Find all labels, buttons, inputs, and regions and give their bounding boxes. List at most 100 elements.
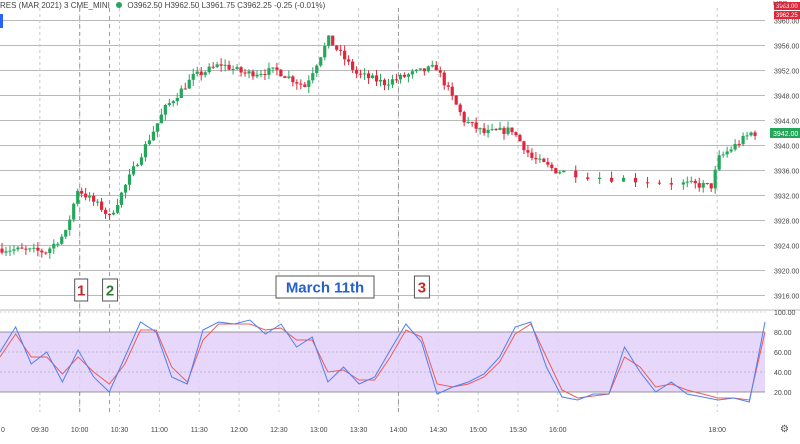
symbol-badge — [0, 14, 3, 28]
candle-body — [243, 72, 247, 74]
time-axis: 09:30 10:00 10:30 11:00 11:30 12:00 12:30 13:00… — [1, 427, 726, 434]
candle-body — [633, 177, 638, 183]
time-tick-label: 13:00 — [310, 427, 328, 434]
candle-body — [147, 140, 152, 145]
candle-body — [586, 177, 590, 179]
candle-body — [745, 135, 749, 137]
candle-body — [287, 76, 291, 78]
candle-body — [550, 164, 554, 169]
last-price-badge — [770, 128, 800, 138]
stoch-tick-label: 60.00 — [774, 350, 792, 357]
candle-body — [729, 149, 733, 152]
interval: 3 — [64, 1, 69, 10]
candle-body — [645, 182, 650, 184]
candle-body — [135, 164, 140, 167]
candle-body — [295, 82, 299, 84]
candles — [0, 35, 757, 259]
candle-body — [506, 127, 510, 134]
candle-body — [60, 236, 64, 244]
candle-body — [123, 184, 128, 193]
candle-body — [410, 71, 414, 75]
candle-body — [610, 177, 614, 182]
candle-body — [438, 70, 442, 73]
time-tick-label: 11:30 — [191, 427, 208, 434]
candle-body — [681, 182, 685, 185]
candle-body — [478, 128, 482, 130]
candle-body — [386, 84, 391, 86]
time-tick-label: 16:00 — [549, 427, 567, 434]
candle-body — [115, 204, 120, 213]
candle-body — [44, 252, 48, 254]
candle-body — [414, 69, 418, 72]
candle-body — [454, 95, 458, 105]
candle-body — [163, 104, 167, 115]
price-tick-label: 3956.00 — [774, 44, 799, 51]
candle-body — [107, 213, 112, 215]
candle-body — [450, 86, 454, 96]
candle-body — [259, 74, 263, 76]
candle-body — [657, 182, 662, 184]
candle-body — [183, 88, 187, 90]
price-tick-label: 3952.00 — [774, 69, 799, 76]
last-price-label: 3942.00 — [773, 131, 798, 138]
candle-body — [303, 84, 307, 87]
candle-body — [100, 201, 104, 210]
candle-body — [103, 209, 108, 214]
time-tick-label: 09:30 — [31, 427, 49, 434]
candle-body — [195, 71, 199, 74]
candle-body — [20, 247, 24, 249]
time-tick-label: 18:00 — [708, 427, 726, 434]
candle-body — [4, 251, 8, 253]
candle-body — [72, 203, 76, 220]
candle-body — [92, 195, 96, 202]
candle-body — [291, 76, 295, 83]
price-tick-label: 3924.00 — [774, 244, 799, 251]
candle-body — [175, 97, 179, 102]
candle-body — [24, 248, 28, 250]
candle-body — [514, 132, 518, 136]
candle-body — [255, 74, 259, 77]
currency-label[interactable]: USD — [773, 1, 788, 8]
candle-body — [267, 68, 271, 75]
candle-body — [32, 247, 36, 249]
candle-body — [207, 66, 211, 73]
candle-body — [199, 71, 203, 76]
time-tick-label: 12:00 — [230, 427, 248, 434]
candle-body — [482, 128, 486, 133]
candle-body — [351, 61, 355, 70]
top-price-label: 3963.00 — [776, 4, 798, 10]
price-tick-label: 3936.00 — [774, 169, 799, 176]
candle-body — [311, 73, 315, 81]
candle-body — [247, 71, 251, 74]
candle-body — [88, 195, 92, 198]
candle-body — [753, 132, 757, 136]
candle-body — [119, 192, 124, 205]
candle-body — [502, 127, 506, 134]
candle-body — [510, 127, 514, 133]
candle-body — [271, 67, 275, 69]
stoch-k-line — [0, 319, 766, 403]
candle-body — [558, 172, 562, 174]
candle-body — [470, 122, 474, 124]
candle-body — [442, 72, 446, 86]
candle-body — [701, 183, 705, 188]
candle-body — [307, 80, 311, 87]
candle-body — [554, 168, 558, 174]
settings-gear-icon[interactable]: ⚙ — [780, 424, 789, 435]
label-1-box — [74, 278, 89, 302]
candle-body — [211, 66, 215, 68]
candle-body — [139, 157, 144, 165]
candle-body — [486, 129, 490, 133]
symbol-header[interactable]: RES (MAR 2021) 3 CME_MINI O3962.50 H3962… — [0, 0, 325, 12]
candle-body — [546, 161, 550, 165]
date-label: March 11th — [286, 279, 364, 296]
candle-body — [418, 68, 422, 70]
label-2: 2 — [106, 282, 114, 299]
stoch-tick-label: 40.00 — [774, 370, 792, 377]
top-price-badge — [774, 11, 800, 19]
candle-body — [187, 79, 191, 89]
candle-body — [80, 190, 84, 194]
candle-body — [203, 72, 207, 76]
